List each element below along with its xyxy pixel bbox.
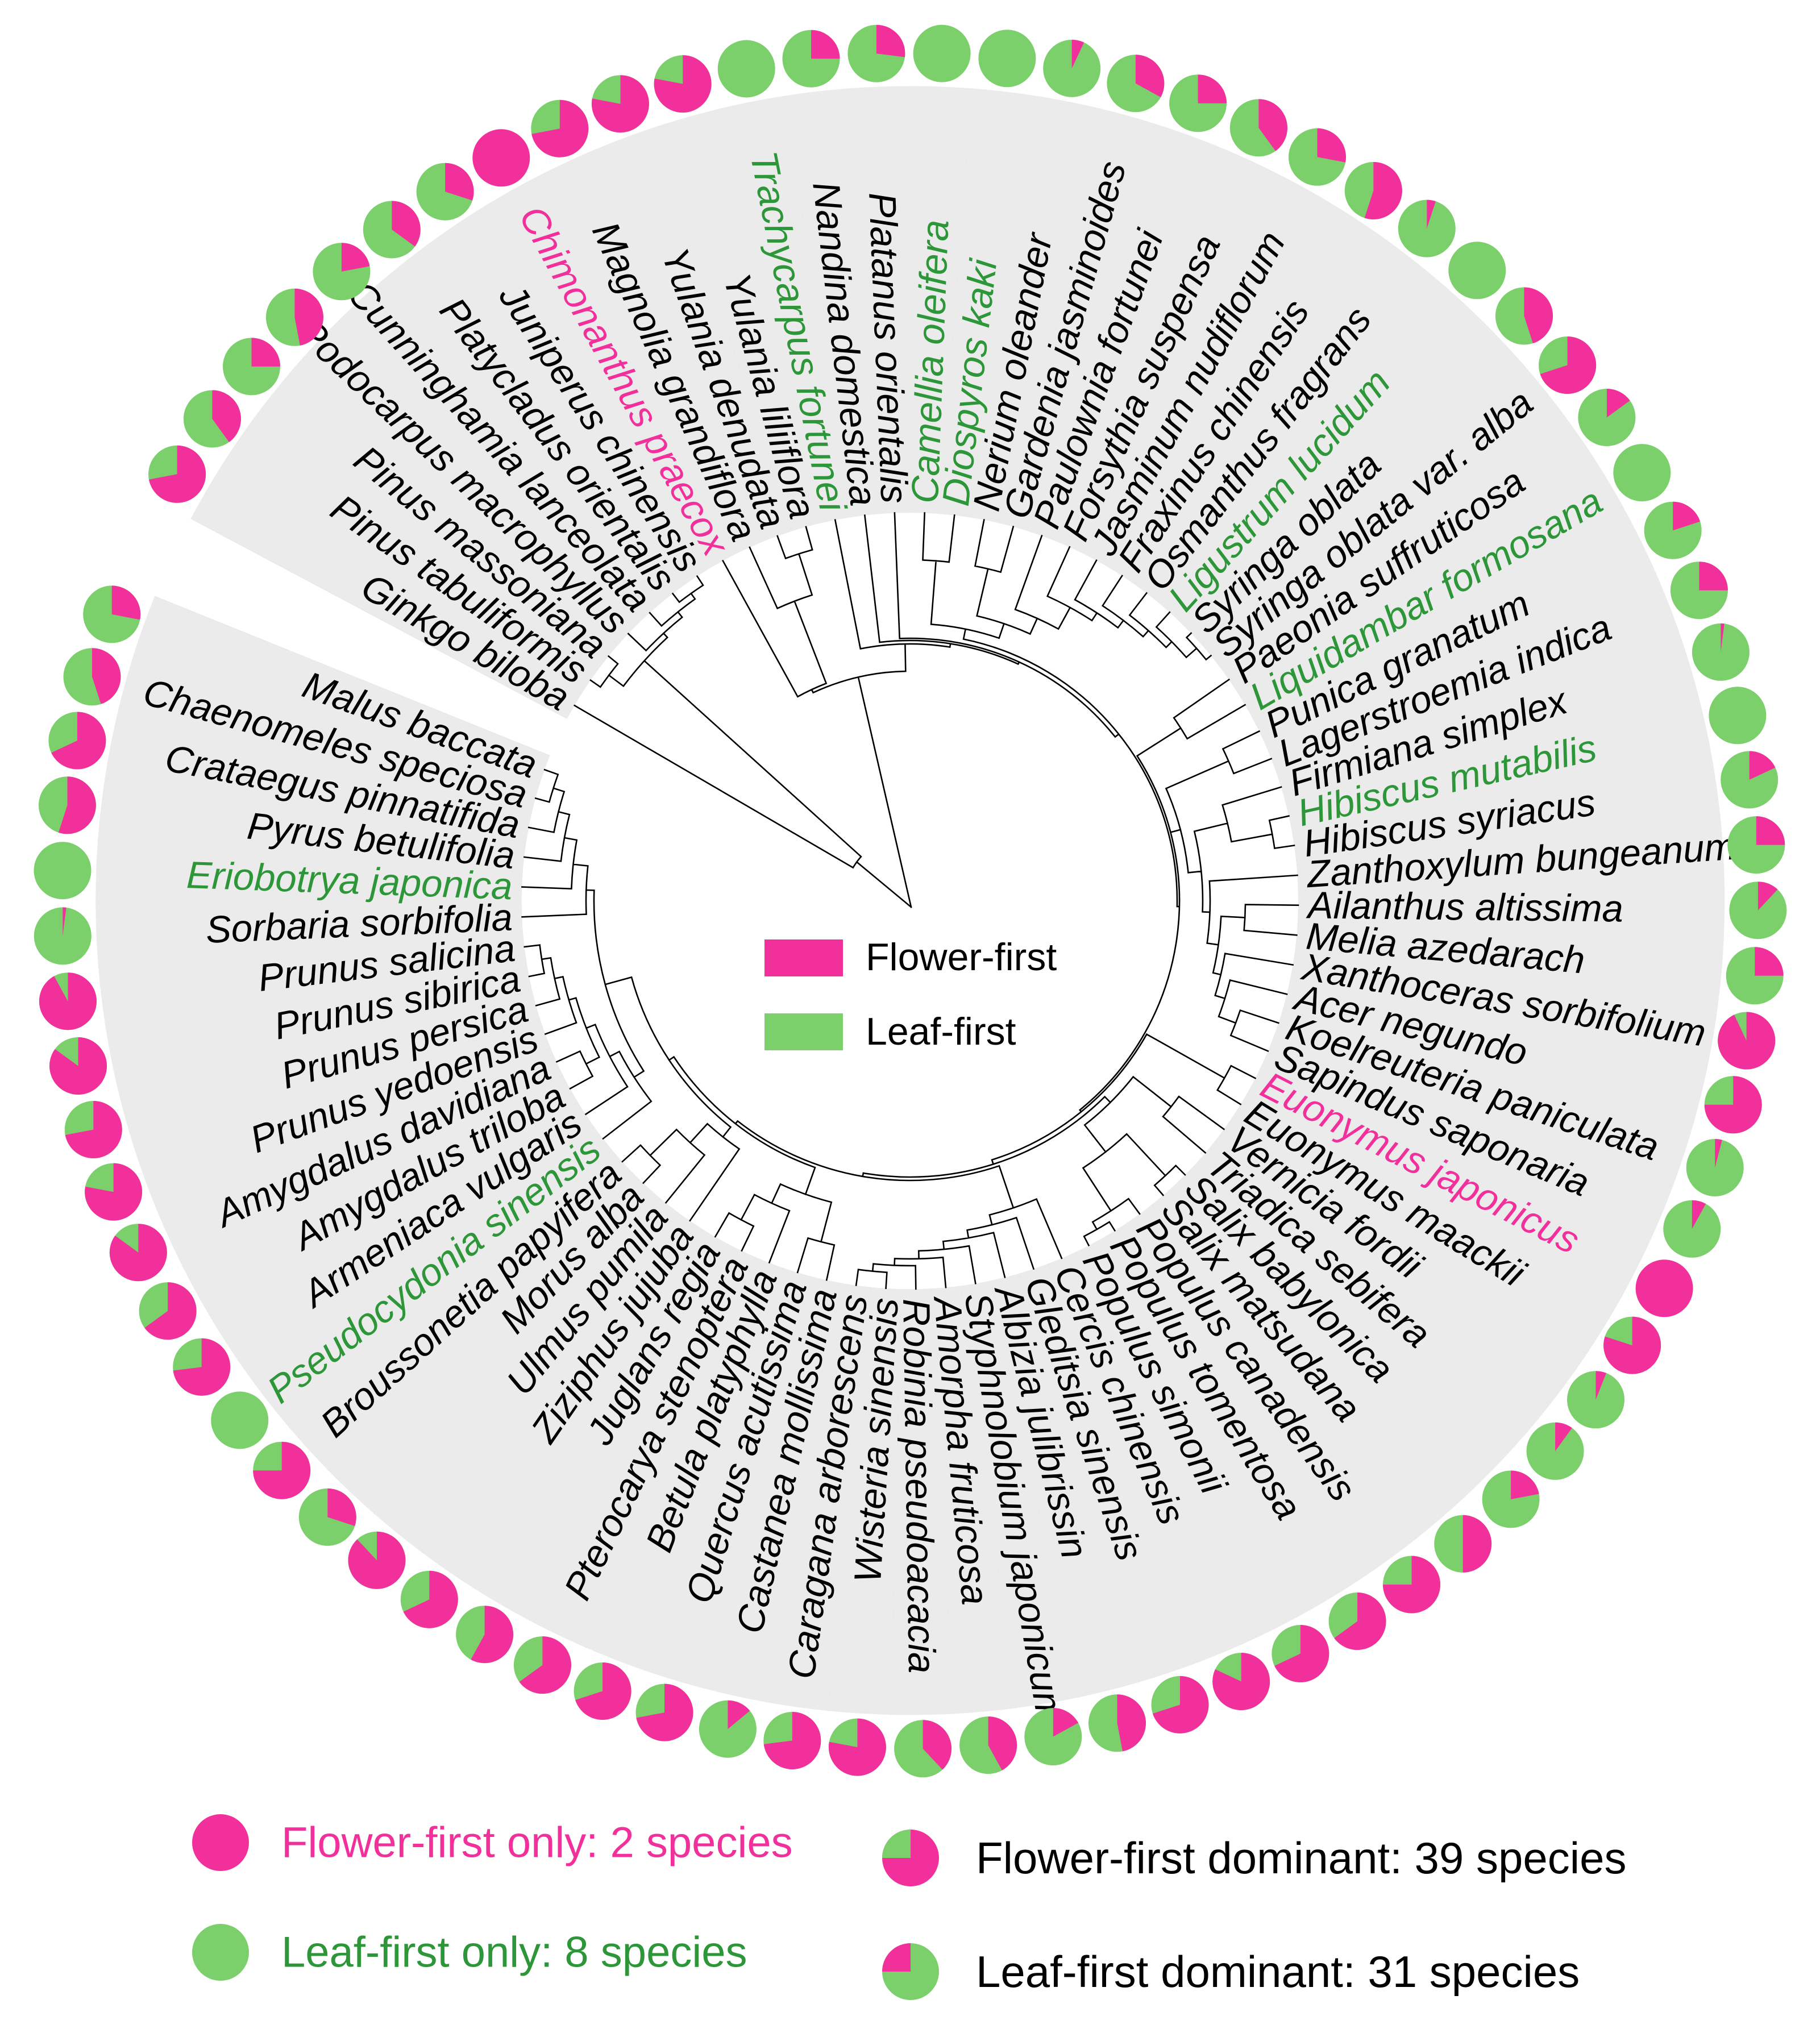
svg-text:Leaf-first dominant: 31 speci: Leaf-first dominant: 31 species	[976, 1947, 1580, 1997]
svg-text:Ailanthus altissima: Ailanthus altissima	[1306, 884, 1624, 930]
svg-text:Flower-first dominant: 39 spec: Flower-first dominant: 39 species	[976, 1833, 1626, 1883]
svg-text:Leaf-first only: 8 species: Leaf-first only: 8 species	[281, 1928, 747, 1977]
svg-text:Robinia pseudoacacia: Robinia pseudoacacia	[895, 1298, 943, 1673]
svg-text:Leaf-first: Leaf-first	[866, 1010, 1016, 1053]
svg-text:Flower-first: Flower-first	[866, 936, 1057, 979]
svg-text:Camellia oleifera: Camellia oleifera	[904, 219, 957, 504]
svg-text:Flower-first only: 2 species: Flower-first only: 2 species	[281, 1819, 793, 1867]
